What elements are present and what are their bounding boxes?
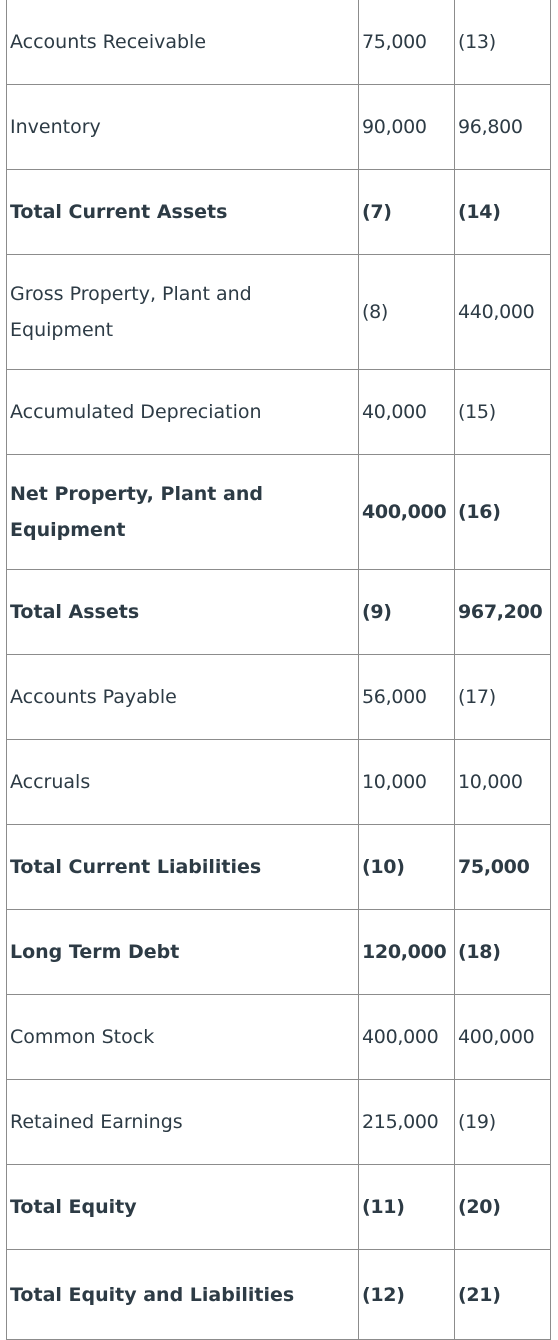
table-row-inventory: Inventory 90,000 96,800 — [6, 84, 551, 170]
row-value-year-1: 90,000 — [358, 84, 455, 170]
table-row-retained-earnings: Retained Earnings 215,000 (19) — [6, 1079, 551, 1165]
row-label: Common Stock — [6, 994, 359, 1080]
row-value-year-1: 10,000 — [358, 739, 455, 825]
row-value-year-1: (8) — [358, 254, 455, 370]
row-value-year-2: 400,000 — [454, 994, 551, 1080]
row-label: Long Term Debt — [6, 909, 359, 995]
row-value-year-1: 75,000 — [358, 0, 455, 85]
row-label: Accounts Payable — [6, 654, 359, 740]
table-row-total-current-liabilities: Total Current Liabilities (10) 75,000 — [6, 824, 551, 910]
table-row-accounts-receivable: Accounts Receivable 75,000 (13) — [6, 0, 551, 85]
row-value-year-1: 120,000 — [358, 909, 455, 995]
row-value-year-2: (18) — [454, 909, 551, 995]
table-row-total-equity: Total Equity (11) (20) — [6, 1164, 551, 1250]
row-value-year-1: 56,000 — [358, 654, 455, 740]
row-value-year-1: (10) — [358, 824, 455, 910]
row-label: Total Current Liabilities — [6, 824, 359, 910]
row-value-year-1: (9) — [358, 569, 455, 655]
row-value-year-2: 75,000 — [454, 824, 551, 910]
table-row-long-term-debt: Long Term Debt 120,000 (18) — [6, 909, 551, 995]
row-label: Retained Earnings — [6, 1079, 359, 1165]
row-value-year-1: 215,000 — [358, 1079, 455, 1165]
row-value-year-2: 440,000 — [454, 254, 551, 370]
table-row-accumulated-depreciation: Accumulated Depreciation 40,000 (15) — [6, 369, 551, 455]
row-value-year-2: (15) — [454, 369, 551, 455]
row-label: Total Current Assets — [6, 169, 359, 255]
row-label: Accruals — [6, 739, 359, 825]
row-value-year-2: (14) — [454, 169, 551, 255]
row-label: Total Assets — [6, 569, 359, 655]
row-value-year-2: 96,800 — [454, 84, 551, 170]
row-label: Inventory — [6, 84, 359, 170]
row-label: Total Equity and Liabilities — [6, 1249, 359, 1340]
row-label: Total Equity — [6, 1164, 359, 1250]
row-value-year-2: (21) — [454, 1249, 551, 1340]
table-row-accruals: Accruals 10,000 10,000 — [6, 739, 551, 825]
row-value-year-2: (20) — [454, 1164, 551, 1250]
table-row-total-equity-and-liabilities: Total Equity and Liabilities (12) (21) — [6, 1249, 551, 1340]
table-row-gross-ppe: Gross Property, Plant and Equipment (8) … — [6, 254, 551, 370]
row-value-year-1: (7) — [358, 169, 455, 255]
table-row-accounts-payable: Accounts Payable 56,000 (17) — [6, 654, 551, 740]
row-label: Accumulated Depreciation — [6, 369, 359, 455]
table-row-total-assets: Total Assets (9) 967,200 — [6, 569, 551, 655]
row-value-year-1: (12) — [358, 1249, 455, 1340]
row-value-year-1: (11) — [358, 1164, 455, 1250]
row-value-year-2: (13) — [454, 0, 551, 85]
row-value-year-2: (17) — [454, 654, 551, 740]
row-value-year-1: 400,000 — [358, 994, 455, 1080]
row-value-year-2: 967,200 — [454, 569, 551, 655]
row-value-year-2: 10,000 — [454, 739, 551, 825]
row-label: Accounts Receivable — [6, 0, 359, 85]
table-row-total-current-assets: Total Current Assets (7) (14) — [6, 169, 551, 255]
row-value-year-1: 400,000 — [358, 454, 455, 570]
balance-sheet-table: Accounts Receivable 75,000 (13) Inventor… — [6, 0, 551, 1340]
row-value-year-2: (19) — [454, 1079, 551, 1165]
table-row-net-ppe: Net Property, Plant and Equipment 400,00… — [6, 454, 551, 570]
row-label: Net Property, Plant and Equipment — [6, 454, 359, 570]
row-value-year-1: 40,000 — [358, 369, 455, 455]
row-label: Gross Property, Plant and Equipment — [6, 254, 359, 370]
row-value-year-2: (16) — [454, 454, 551, 570]
table-row-common-stock: Common Stock 400,000 400,000 — [6, 994, 551, 1080]
